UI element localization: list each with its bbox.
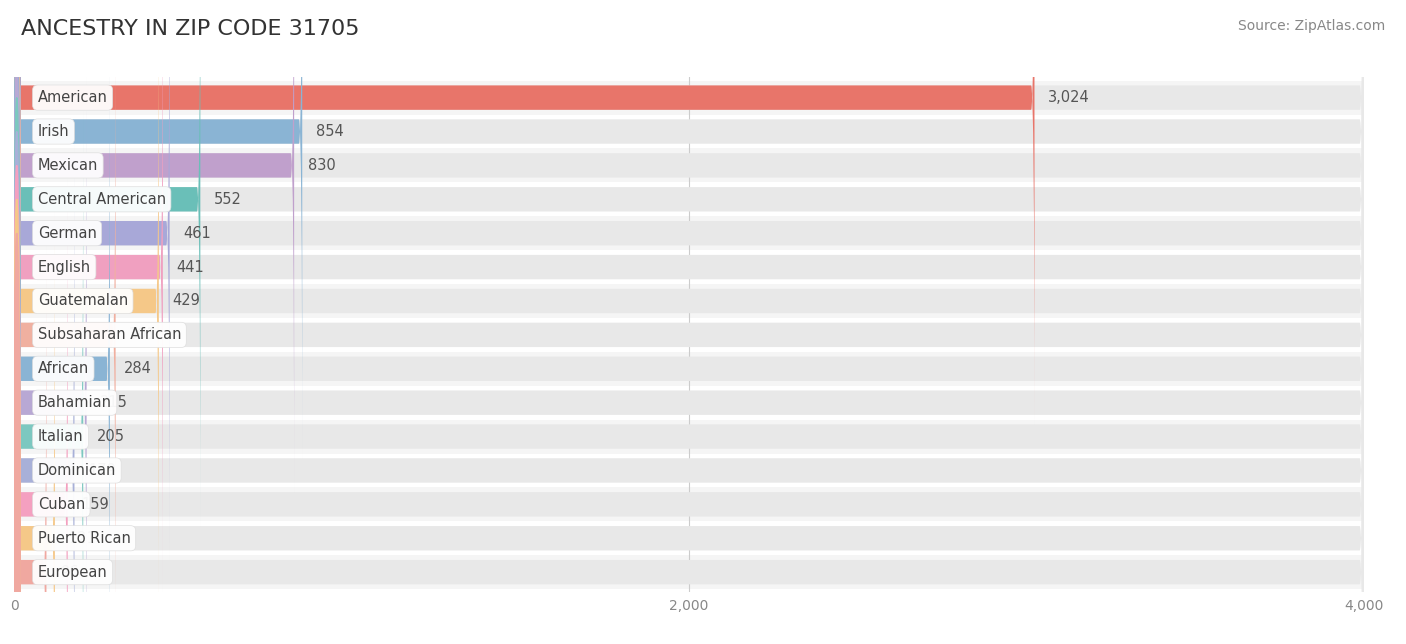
Circle shape (14, 0, 20, 572)
Bar (14, 284, 1364, 318)
Bar (14, 488, 1364, 521)
Circle shape (14, 0, 20, 644)
FancyBboxPatch shape (14, 0, 1364, 628)
Bar (14, 521, 1364, 555)
Circle shape (14, 0, 20, 606)
Text: 429: 429 (173, 294, 200, 308)
FancyBboxPatch shape (14, 76, 87, 644)
Text: 96: 96 (60, 565, 79, 580)
Text: 215: 215 (100, 395, 128, 410)
Text: 284: 284 (124, 361, 152, 376)
FancyBboxPatch shape (14, 110, 1364, 644)
Circle shape (14, 199, 20, 644)
Text: 830: 830 (308, 158, 336, 173)
Text: German: German (38, 225, 97, 241)
FancyBboxPatch shape (14, 8, 115, 644)
Bar (14, 386, 1364, 420)
FancyBboxPatch shape (14, 0, 1035, 424)
FancyBboxPatch shape (14, 42, 110, 644)
Text: Guatemalan: Guatemalan (38, 294, 128, 308)
Circle shape (14, 0, 20, 538)
Text: Source: ZipAtlas.com: Source: ZipAtlas.com (1237, 19, 1385, 33)
Text: Cuban: Cuban (38, 497, 84, 512)
Bar (14, 250, 1364, 284)
Text: Subsaharan African: Subsaharan African (38, 327, 181, 343)
FancyBboxPatch shape (14, 0, 163, 594)
FancyBboxPatch shape (14, 0, 302, 459)
Text: English: English (38, 260, 91, 274)
Text: Bahamian: Bahamian (38, 395, 111, 410)
Text: 301: 301 (129, 327, 157, 343)
Circle shape (14, 98, 20, 644)
Circle shape (14, 0, 20, 471)
Bar (14, 318, 1364, 352)
Bar (14, 420, 1364, 453)
FancyBboxPatch shape (14, 76, 1364, 644)
FancyBboxPatch shape (14, 178, 67, 644)
Text: 552: 552 (214, 192, 242, 207)
Text: Mexican: Mexican (38, 158, 98, 173)
Bar (14, 453, 1364, 488)
FancyBboxPatch shape (14, 0, 200, 526)
FancyBboxPatch shape (14, 0, 1364, 644)
FancyBboxPatch shape (14, 0, 159, 628)
Circle shape (14, 131, 20, 644)
FancyBboxPatch shape (14, 42, 1364, 644)
FancyBboxPatch shape (14, 0, 1364, 644)
Bar (14, 352, 1364, 386)
Text: 441: 441 (176, 260, 204, 274)
Text: American: American (38, 90, 107, 105)
Circle shape (14, 30, 20, 644)
Circle shape (14, 233, 20, 644)
FancyBboxPatch shape (14, 245, 46, 644)
Text: 854: 854 (316, 124, 343, 139)
FancyBboxPatch shape (14, 0, 170, 560)
Circle shape (14, 0, 20, 437)
Bar (14, 80, 1364, 115)
FancyBboxPatch shape (14, 144, 1364, 644)
Text: 461: 461 (183, 225, 211, 241)
Circle shape (14, 166, 20, 644)
Circle shape (14, 64, 20, 644)
Text: Dominican: Dominican (38, 463, 117, 478)
Text: Italian: Italian (38, 429, 83, 444)
FancyBboxPatch shape (14, 0, 1364, 492)
Bar (14, 182, 1364, 216)
Bar (14, 115, 1364, 149)
Bar (14, 149, 1364, 182)
Bar (14, 555, 1364, 589)
FancyBboxPatch shape (14, 0, 1364, 644)
Text: Puerto Rican: Puerto Rican (38, 531, 131, 545)
Text: 3,024: 3,024 (1047, 90, 1090, 105)
FancyBboxPatch shape (14, 0, 1364, 644)
Text: Irish: Irish (38, 124, 69, 139)
Text: 205: 205 (97, 429, 125, 444)
Circle shape (14, 0, 20, 504)
FancyBboxPatch shape (14, 211, 55, 644)
FancyBboxPatch shape (14, 8, 1364, 644)
Circle shape (14, 0, 20, 640)
Text: 121: 121 (69, 531, 96, 545)
FancyBboxPatch shape (14, 0, 294, 492)
FancyBboxPatch shape (14, 0, 1364, 560)
FancyBboxPatch shape (14, 144, 75, 644)
FancyBboxPatch shape (14, 178, 1364, 644)
FancyBboxPatch shape (14, 0, 1364, 594)
Text: European: European (38, 565, 107, 580)
Text: Central American: Central American (38, 192, 166, 207)
FancyBboxPatch shape (14, 110, 83, 644)
FancyBboxPatch shape (14, 0, 1364, 526)
Text: ANCESTRY IN ZIP CODE 31705: ANCESTRY IN ZIP CODE 31705 (21, 19, 360, 39)
Bar (14, 216, 1364, 250)
Text: 159: 159 (82, 497, 108, 512)
Text: African: African (38, 361, 89, 376)
Text: 179: 179 (89, 463, 115, 478)
